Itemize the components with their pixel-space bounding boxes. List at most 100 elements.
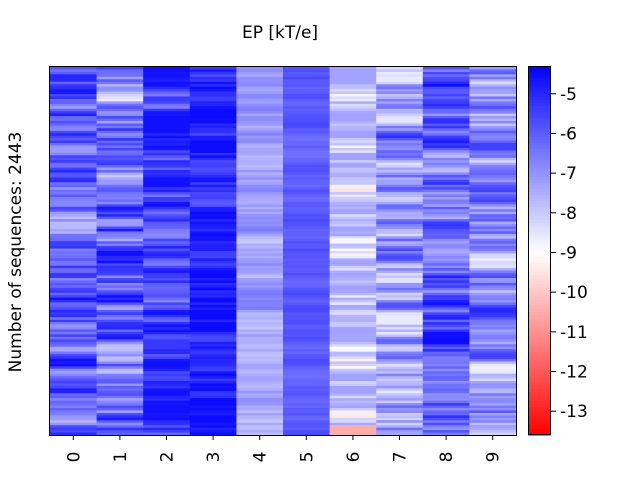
heatmap-cell <box>329 241 377 245</box>
heatmap-cell <box>469 174 517 178</box>
heatmap-cell <box>236 89 284 93</box>
heatmap-cell <box>236 111 284 115</box>
heatmap-cell <box>422 393 470 397</box>
heatmap-cell <box>283 373 331 377</box>
heatmap-cell <box>50 108 98 112</box>
heatmap-cell <box>96 351 144 355</box>
heatmap-cell <box>329 336 377 340</box>
x-tick-label: 2 <box>158 452 178 463</box>
heatmap-cell <box>189 214 237 218</box>
heatmap-cell <box>50 162 98 166</box>
heatmap-cell <box>283 314 331 318</box>
heatmap-cell <box>469 248 517 252</box>
heatmap-cell <box>329 219 377 223</box>
heatmap-cell <box>376 319 424 323</box>
heatmap-cell <box>189 275 237 279</box>
colorbar-segment <box>528 367 551 372</box>
heatmap-cell <box>469 302 517 306</box>
colorbar-segment <box>528 102 551 107</box>
heatmap-cell <box>283 145 331 149</box>
heatmap-cell <box>236 280 284 284</box>
heatmap-cell <box>189 346 237 350</box>
heatmap-cell <box>236 403 284 407</box>
heatmap-cell <box>376 143 424 147</box>
heatmap-cell <box>50 322 98 326</box>
heatmap-cell <box>422 106 470 110</box>
heatmap-cell <box>376 130 424 134</box>
heatmap-cell <box>329 302 377 306</box>
heatmap-cell <box>236 393 284 397</box>
heatmap-cell <box>189 147 237 152</box>
heatmap-cell <box>236 224 284 228</box>
colorbar-segment <box>528 302 551 307</box>
colorbar-segment <box>528 238 551 242</box>
heatmap-cell <box>236 381 284 385</box>
heatmap-cell <box>189 432 237 436</box>
heatmap-cell <box>422 177 470 181</box>
heatmap-cell <box>96 253 144 257</box>
heatmap-cell <box>236 231 284 235</box>
heatmap-cell <box>422 71 470 75</box>
heatmap-cell <box>96 408 144 412</box>
colorbar-segment <box>528 161 551 165</box>
heatmap-cell <box>50 383 98 387</box>
heatmap-cell <box>469 415 517 419</box>
heatmap-cell <box>376 312 424 316</box>
heatmap-cell <box>50 226 98 230</box>
heatmap-cell <box>236 373 284 377</box>
heatmap-cell <box>189 366 237 370</box>
heatmap-cell <box>329 194 377 198</box>
heatmap-cell <box>469 150 517 154</box>
heatmap-cell <box>283 201 331 205</box>
heatmap-cell <box>469 125 517 129</box>
heatmap-cell <box>236 425 284 429</box>
heatmap-cell <box>50 302 98 306</box>
heatmap-cell <box>50 233 98 237</box>
heatmap-cell <box>329 258 377 262</box>
heatmap-cell <box>422 111 470 115</box>
colorbar-segment <box>528 164 551 169</box>
colorbar-segment <box>528 355 551 359</box>
colorbar-segment <box>528 66 551 70</box>
heatmap-cell <box>143 155 191 159</box>
colorbar-segment <box>528 265 551 270</box>
heatmap-cell <box>236 410 284 414</box>
heatmap-cell <box>50 172 98 176</box>
heatmap-cell <box>143 346 191 350</box>
heatmap-cell <box>422 74 470 78</box>
heatmap-cell <box>50 349 98 353</box>
heatmap-cell <box>283 214 331 218</box>
heatmap-cell <box>143 194 191 198</box>
heatmap-cell <box>469 290 517 294</box>
heatmap-cell <box>329 319 377 323</box>
heatmap-cell <box>143 67 191 71</box>
heatmap-cell <box>189 123 237 127</box>
heatmap-cell <box>143 91 191 95</box>
heatmap-cell <box>96 324 144 328</box>
heatmap-cell <box>96 160 144 164</box>
heatmap-cell <box>422 341 470 345</box>
heatmap-cell <box>469 219 517 223</box>
heatmap-cell <box>189 96 237 100</box>
colorbar-segment <box>528 327 551 332</box>
heatmap-cell <box>143 184 191 188</box>
heatmap-cell <box>236 319 284 323</box>
colorbar-segment <box>528 431 551 436</box>
heatmap-cell <box>189 376 237 380</box>
heatmap-cell <box>376 118 424 122</box>
heatmap-cell <box>329 192 377 196</box>
heatmap-cell <box>236 378 284 382</box>
heatmap-cell <box>329 403 377 407</box>
heatmap-cell <box>143 216 191 220</box>
heatmap-cell <box>96 297 144 301</box>
heatmap-cell <box>422 300 470 304</box>
heatmap-cell <box>376 390 424 394</box>
heatmap-cell <box>376 216 424 220</box>
heatmap-cell <box>469 177 517 181</box>
heatmap-cell <box>143 214 191 218</box>
heatmap-cell <box>376 103 424 107</box>
colorbar-segment <box>528 210 551 215</box>
heatmap-cell <box>189 211 237 215</box>
heatmap-cell <box>189 300 237 304</box>
heatmap-cell <box>422 209 470 213</box>
